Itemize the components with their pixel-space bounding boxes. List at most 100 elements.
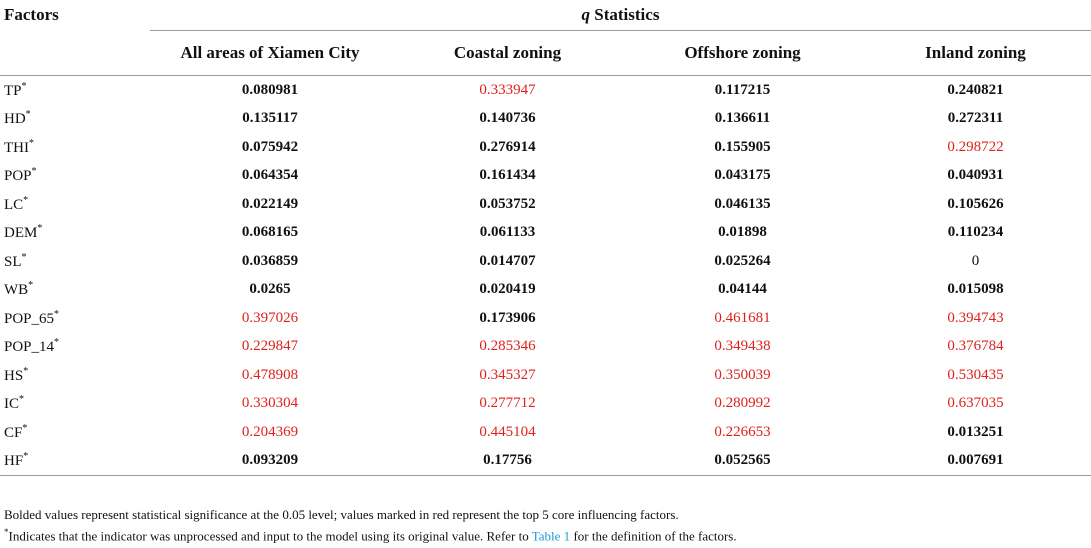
value-cell: 0.117215 bbox=[714, 81, 771, 98]
value-cell: 0.349438 bbox=[714, 338, 771, 355]
value-cell: 0.052565 bbox=[625, 446, 860, 476]
value-cell: 0.17756 bbox=[390, 446, 625, 476]
value-cell: 0.272311 bbox=[947, 110, 1004, 127]
table-row: DEM* 0.068165 0.061133 0.01898 0.110234 bbox=[0, 219, 1091, 248]
value-cell: 0.01898 bbox=[718, 224, 767, 241]
table-row: LC* 0.022149 0.053752 0.046135 0.105626 bbox=[0, 190, 1091, 219]
value-cell: 0.025264 bbox=[714, 252, 771, 269]
table-body: TP* 0.080981 0.333947 0.117215 0.240821 HD* 0.… bbox=[0, 76, 1091, 476]
table-row: THI* 0.075942 0.276914 0.155905 0.298722 bbox=[0, 133, 1091, 162]
empty-header-cell bbox=[0, 30, 150, 76]
value-cell: 0.394743 bbox=[947, 309, 1004, 326]
factor-star: * bbox=[31, 166, 37, 178]
value-cell: 0.161434 bbox=[479, 167, 536, 184]
table-row: HF* 0.093209 0.17756 0.052565 0.007691 bbox=[0, 446, 1091, 476]
factor-cell: SL* bbox=[0, 247, 150, 276]
value-cell: 0.478908 bbox=[241, 366, 299, 383]
factor-star: * bbox=[23, 365, 29, 377]
value-cell: 0.022149 bbox=[241, 195, 299, 212]
value-cell: 0.007691 bbox=[860, 446, 1091, 476]
value-cell: 0.053752 bbox=[479, 195, 536, 212]
table-row: WB* 0.0265 0.020419 0.04144 0.015098 bbox=[0, 276, 1091, 305]
value-cell: 0.064354 bbox=[241, 167, 299, 184]
value-cell: 0.226653 bbox=[714, 423, 771, 440]
factor-name: HD bbox=[4, 111, 26, 128]
value-cell: 0.014707 bbox=[479, 252, 536, 269]
factor-cell: HD* bbox=[0, 105, 150, 134]
factor-star: * bbox=[25, 109, 31, 121]
value-cell: 0.061133 bbox=[479, 224, 536, 241]
factor-cell: LC* bbox=[0, 190, 150, 219]
q-statistics-table: Factors q Statistics All areas of Xiamen… bbox=[0, 0, 1091, 476]
value-cell: 0.280992 bbox=[714, 395, 771, 412]
factor-cell: IC* bbox=[0, 390, 150, 419]
value-cell: 0.530435 bbox=[947, 366, 1004, 383]
column-header-all-areas: All areas of Xiamen City bbox=[150, 30, 390, 76]
factor-star: * bbox=[22, 422, 28, 434]
factor-star: * bbox=[19, 394, 24, 406]
factor-cell: POP_14* bbox=[0, 333, 150, 362]
value-cell: 0.276914 bbox=[479, 138, 536, 155]
value-cell: 0.240821 bbox=[947, 81, 1004, 98]
table-row: CF* 0.204369 0.445104 0.226653 0.013251 bbox=[0, 418, 1091, 447]
value-cell: 0.461681 bbox=[714, 309, 771, 326]
factor-star: * bbox=[29, 137, 34, 149]
value-cell: 0.298722 bbox=[947, 138, 1004, 155]
factor-name: SL bbox=[4, 253, 22, 270]
value-cell: 0.333947 bbox=[479, 81, 536, 98]
factor-name: HS bbox=[4, 367, 24, 384]
value-cell: 0.04144 bbox=[718, 281, 767, 298]
value-cell: 0.345327 bbox=[479, 366, 536, 383]
value-cell: 0.013251 bbox=[947, 423, 1004, 440]
value-cell: 0.204369 bbox=[241, 423, 299, 440]
q-symbol: q bbox=[581, 5, 591, 24]
factor-name: IC bbox=[4, 396, 19, 413]
table-row: HD* 0.135117 0.140736 0.136611 0.272311 bbox=[0, 105, 1091, 134]
value-cell: 0.046135 bbox=[714, 195, 771, 212]
factor-star: * bbox=[37, 223, 43, 235]
factor-star: * bbox=[21, 251, 27, 263]
factor-name: POP_65 bbox=[4, 310, 55, 327]
value-cell: 0.637035 bbox=[947, 395, 1004, 412]
factor-name: POP bbox=[4, 168, 32, 185]
factor-cell: HF* bbox=[0, 446, 150, 476]
factor-star: * bbox=[28, 280, 34, 292]
column-header-offshore: Offshore zoning bbox=[625, 30, 860, 76]
table-row: SL* 0.036859 0.014707 0.025264 0 bbox=[0, 247, 1091, 276]
factor-star: * bbox=[54, 337, 60, 349]
value-cell: 0.376784 bbox=[947, 338, 1004, 355]
header-row-1: Factors q Statistics bbox=[0, 0, 1091, 31]
table-row: POP_14* 0.229847 0.285346 0.349438 0.376784 bbox=[0, 333, 1091, 362]
value-cell: 0.229847 bbox=[241, 338, 299, 355]
footnote-bold-red: Bolded values represent statistical sign… bbox=[4, 507, 679, 522]
column-header-inland: Inland zoning bbox=[860, 30, 1091, 76]
table-row: IC* 0.330304 0.277712 0.280992 0.637035 bbox=[0, 390, 1091, 419]
value-cell: 0.043175 bbox=[714, 167, 771, 184]
footnote-text-prefix: Indicates that the indicator was unproce… bbox=[8, 528, 532, 544]
value-cell: 0.445104 bbox=[479, 423, 536, 440]
factor-cell: DEM* bbox=[0, 219, 150, 248]
footnote-text-suffix: for the definition of the factors. bbox=[570, 528, 737, 544]
factor-cell: TP* bbox=[0, 76, 150, 105]
factor-star: * bbox=[23, 451, 29, 463]
factor-cell: POP_65* bbox=[0, 304, 150, 333]
statistics-label: Statistics bbox=[594, 5, 660, 24]
value-cell: 0.136611 bbox=[714, 110, 771, 127]
table-row: HS* 0.478908 0.345327 0.350039 0.530435 bbox=[0, 361, 1091, 390]
column-header-coastal: Coastal zoning bbox=[390, 30, 625, 76]
value-cell: 0.075942 bbox=[241, 138, 299, 155]
factor-cell: HS* bbox=[0, 361, 150, 390]
value-cell: 0.080981 bbox=[241, 81, 299, 98]
factor-name: POP_14 bbox=[4, 339, 55, 356]
factor-name: THI bbox=[4, 139, 29, 156]
factor-cell: WB* bbox=[0, 276, 150, 305]
factor-name: TP bbox=[4, 82, 22, 99]
value-cell: 0.285346 bbox=[479, 338, 536, 355]
value-cell: 0.135117 bbox=[242, 110, 298, 127]
factor-name: CF bbox=[4, 424, 23, 441]
table-1-link[interactable]: Table 1 bbox=[531, 528, 571, 544]
factor-star: * bbox=[21, 80, 27, 92]
header-row-2: All areas of Xiamen City Coastal zoning … bbox=[0, 30, 1091, 76]
footnote-star: * bbox=[4, 527, 9, 537]
